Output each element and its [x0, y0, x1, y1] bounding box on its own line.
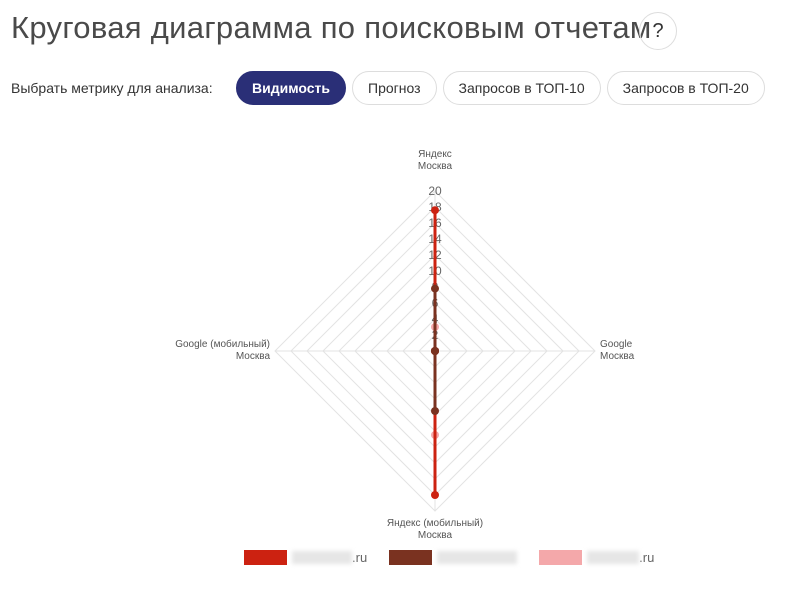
legend-swatch: [539, 550, 583, 565]
metric-visibility-button[interactable]: Видимость: [236, 71, 346, 105]
metric-top10-button[interactable]: Запросов в ТОП-10: [442, 71, 601, 105]
help-button[interactable]: ?: [639, 12, 677, 50]
legend-item[interactable]: [389, 550, 518, 565]
data-point: [431, 491, 439, 499]
axis-label: Москва: [236, 351, 271, 362]
legend-label: .ru: [352, 550, 368, 565]
data-point: [431, 284, 439, 293]
data-point: [431, 407, 439, 415]
axis-label: Яндекс: [418, 149, 452, 160]
axis-label: Москва: [600, 351, 635, 362]
axis-label: Google (мобильный): [175, 338, 270, 350]
metric-forecast-button[interactable]: Прогноз: [352, 71, 437, 105]
blurred-domain: [437, 551, 518, 564]
legend: .ru .ru: [244, 550, 676, 565]
legend-item[interactable]: .ru: [244, 550, 367, 565]
axis-label: Google: [600, 339, 633, 350]
metric-buttons: Видимость Прогноз Запросов в ТОП-10 Запр…: [236, 71, 765, 105]
axis-label: Яндекс (мобильный): [387, 517, 483, 529]
metric-label: Выбрать метрику для анализа:: [11, 80, 213, 96]
axis-label: Москва: [418, 530, 453, 541]
legend-label: .ru: [639, 550, 655, 565]
data-point: [431, 206, 439, 215]
legend-swatch: [244, 550, 287, 565]
tick-label: 20: [428, 184, 442, 198]
blurred-domain: [292, 551, 352, 564]
data-point: [431, 347, 439, 355]
page-title: Круговая диаграмма по поисковым отчетам: [11, 10, 652, 45]
legend-item[interactable]: .ru: [539, 550, 654, 565]
axis-label: Москва: [418, 161, 453, 172]
metric-top20-button[interactable]: Запросов в ТОП-20: [606, 71, 765, 105]
blurred-domain: [587, 551, 640, 564]
legend-swatch: [389, 550, 433, 565]
